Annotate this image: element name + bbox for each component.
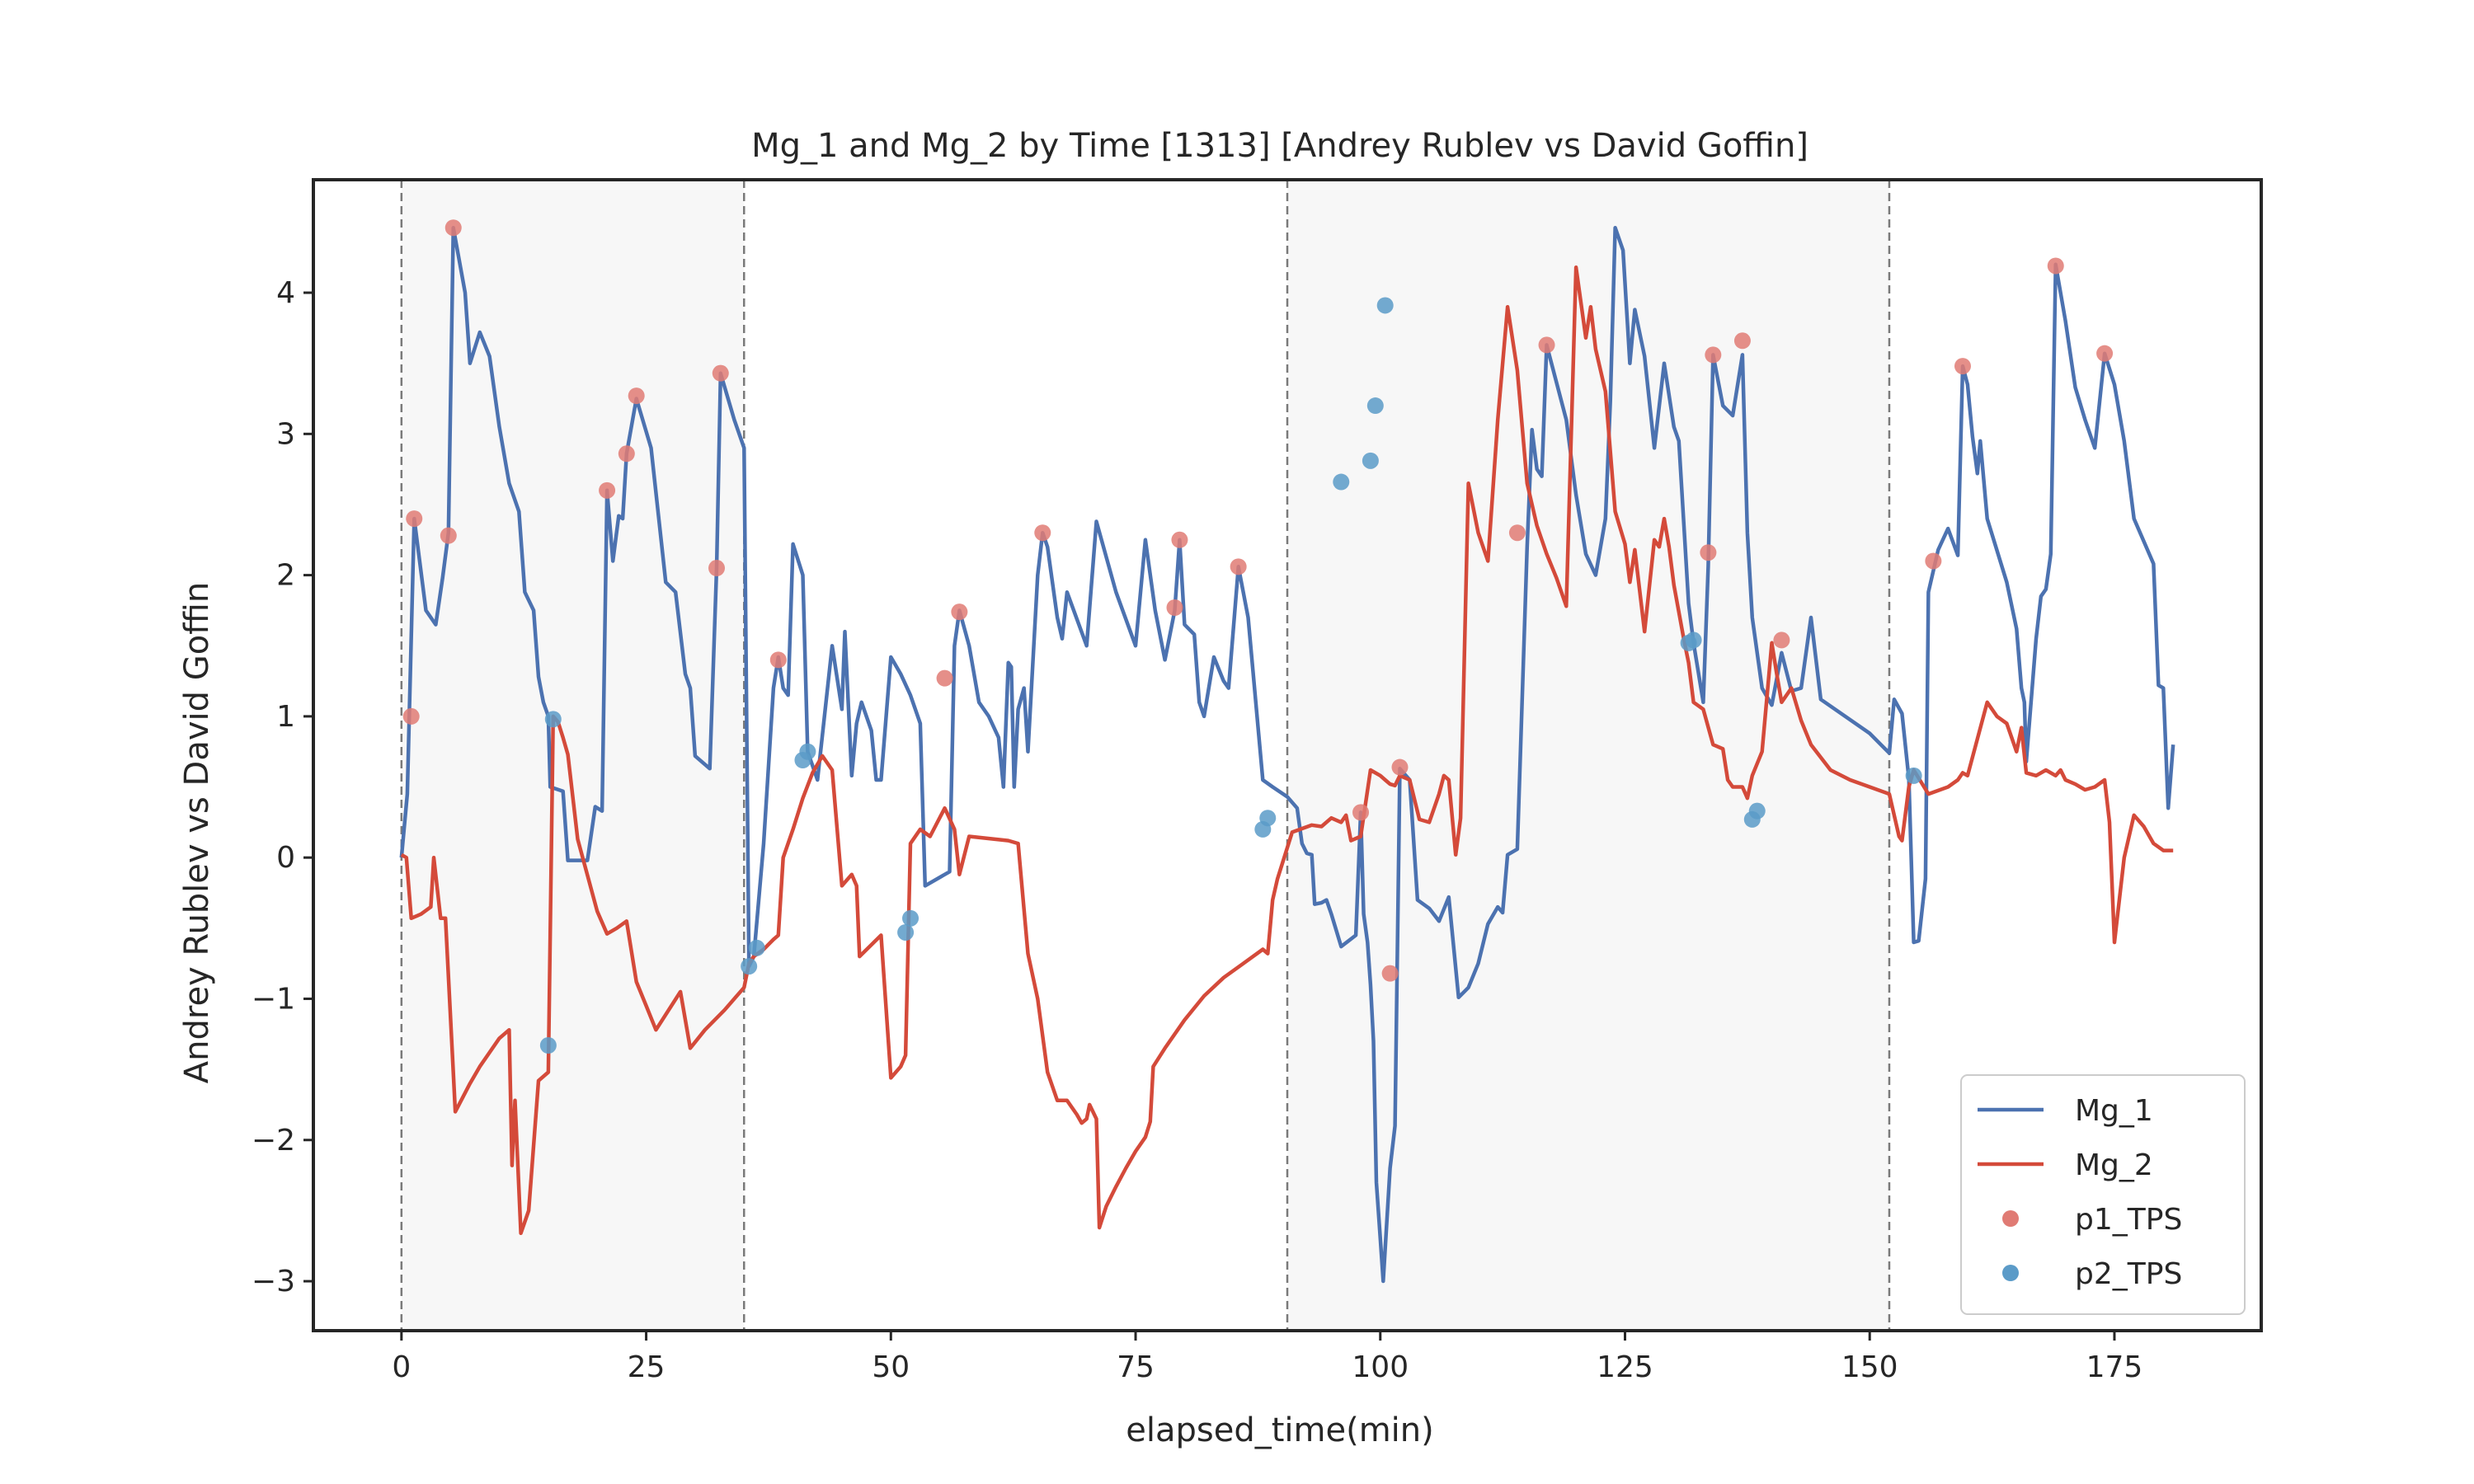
legend-label-mg-1: Mg_1 xyxy=(2075,1094,2153,1128)
scatter-point-p1-tps xyxy=(1171,531,1188,548)
x-tick-label: 0 xyxy=(392,1350,411,1384)
scatter-point-p1-tps xyxy=(1166,599,1183,617)
scatter-point-p1-tps xyxy=(712,364,729,382)
x-axis-ticks: 0 25 50 75 100 125 150 175 xyxy=(392,1331,2142,1384)
scatter-point-p1-tps xyxy=(1925,552,1942,570)
scatter-layer xyxy=(402,219,2114,1054)
scatter-point-p2-tps xyxy=(897,923,915,941)
scatter-point-p1-tps xyxy=(1954,358,1971,375)
y-axis-label: Andrey Rublev vs David Goffin xyxy=(178,582,216,1083)
legend-label-p1-tps: p1_TPS xyxy=(2075,1203,2182,1237)
set-boundary-layer xyxy=(400,180,1891,1331)
x-tick-label: 100 xyxy=(1352,1350,1409,1384)
scatter-point-p1-tps xyxy=(440,527,457,544)
scatter-point-p2-tps xyxy=(539,1036,557,1054)
y-axis-ticks: −3 −2 −1 0 1 2 3 4 xyxy=(252,276,313,1298)
scatter-point-p1-tps xyxy=(1230,558,1247,575)
x-axis-label: elapsed_time(min) xyxy=(1126,1411,1433,1449)
scatter-point-p1-tps xyxy=(444,219,462,237)
scatter-point-p1-tps xyxy=(1733,332,1751,350)
series-layer xyxy=(399,225,2175,1284)
scatter-point-p1-tps xyxy=(1773,632,1790,649)
scatter-point-p1-tps xyxy=(951,603,968,621)
set-shade-1 xyxy=(401,180,745,1331)
y-tick-label: −1 xyxy=(252,982,295,1016)
scatter-point-p2-tps xyxy=(741,958,758,975)
set-shading-layer xyxy=(401,180,1889,1331)
y-tick-label: 1 xyxy=(276,700,295,734)
scatter-point-p1-tps xyxy=(2096,345,2114,362)
scatter-point-p1-tps xyxy=(1381,965,1399,982)
legend-label-mg-2: Mg_2 xyxy=(2075,1148,2153,1182)
scatter-point-p1-tps xyxy=(936,669,953,687)
x-tick-label: 125 xyxy=(1597,1350,1653,1384)
scatter-point-p1-tps xyxy=(1538,336,1555,354)
legend: Mg_1 Mg_2 p1_TPS p2_TPS xyxy=(1960,1074,2246,1315)
scatter-point-p2-tps xyxy=(1748,802,1766,819)
scatter-point-p1-tps xyxy=(618,445,635,463)
chart-title: Mg_1 and Mg_2 by Time [1313] [Andrey Rub… xyxy=(751,127,1808,165)
y-tick-label: 0 xyxy=(276,841,295,875)
scatter-point-p1-tps xyxy=(1508,524,1526,542)
scatter-point-p1-tps xyxy=(599,481,616,499)
plot-frame xyxy=(312,178,2263,1332)
scatter-point-p1-tps xyxy=(628,387,645,405)
scatter-point-p1-tps xyxy=(1352,804,1370,821)
scatter-point-p1-tps xyxy=(1705,346,1722,364)
y-tick-label: 3 xyxy=(276,417,295,451)
scatter-point-p1-tps xyxy=(406,510,423,528)
x-tick-label: 50 xyxy=(872,1350,910,1384)
y-tick-label: −2 xyxy=(252,1124,295,1158)
scatter-point-p2-tps xyxy=(1905,767,1922,784)
x-tick-label: 175 xyxy=(2086,1350,2143,1384)
scatter-point-p1-tps xyxy=(708,560,726,577)
scatter-point-p1-tps xyxy=(2047,257,2064,275)
series-line-mg_1 xyxy=(399,225,2175,1284)
legend-swatch-p1-tps xyxy=(2002,1210,2019,1227)
x-tick-label: 75 xyxy=(1117,1350,1155,1384)
scatter-point-p2-tps xyxy=(1376,297,1394,314)
scatter-point-p2-tps xyxy=(748,939,765,956)
scatter-point-p1-tps xyxy=(402,707,420,725)
scatter-point-p1-tps xyxy=(1034,524,1051,542)
y-tick-label: 4 xyxy=(276,276,295,310)
scatter-point-p2-tps xyxy=(799,743,816,760)
scatter-point-p1-tps xyxy=(1700,544,1717,561)
scatter-point-p2-tps xyxy=(544,711,562,728)
scatter-point-p2-tps xyxy=(1259,810,1277,827)
scatter-point-p2-tps xyxy=(1362,452,1379,469)
legend-label-p2-tps: p2_TPS xyxy=(2075,1257,2182,1291)
y-tick-label: −3 xyxy=(252,1265,295,1298)
scatter-point-p1-tps xyxy=(769,651,787,669)
scatter-point-p2-tps xyxy=(1685,632,1702,649)
y-tick-label: 2 xyxy=(276,559,295,593)
set-shade-2 xyxy=(1287,180,1889,1331)
series-line-mg_2 xyxy=(400,265,2174,1236)
scatter-point-p2-tps xyxy=(902,909,920,927)
scatter-point-p2-tps xyxy=(1366,397,1384,415)
legend-box xyxy=(1960,1074,2246,1315)
scatter-point-p1-tps xyxy=(1391,758,1409,776)
x-tick-label: 150 xyxy=(1841,1350,1898,1384)
scatter-point-p2-tps xyxy=(1333,473,1350,491)
legend-swatch-p2-tps xyxy=(2002,1265,2019,1281)
x-tick-label: 25 xyxy=(628,1350,666,1384)
